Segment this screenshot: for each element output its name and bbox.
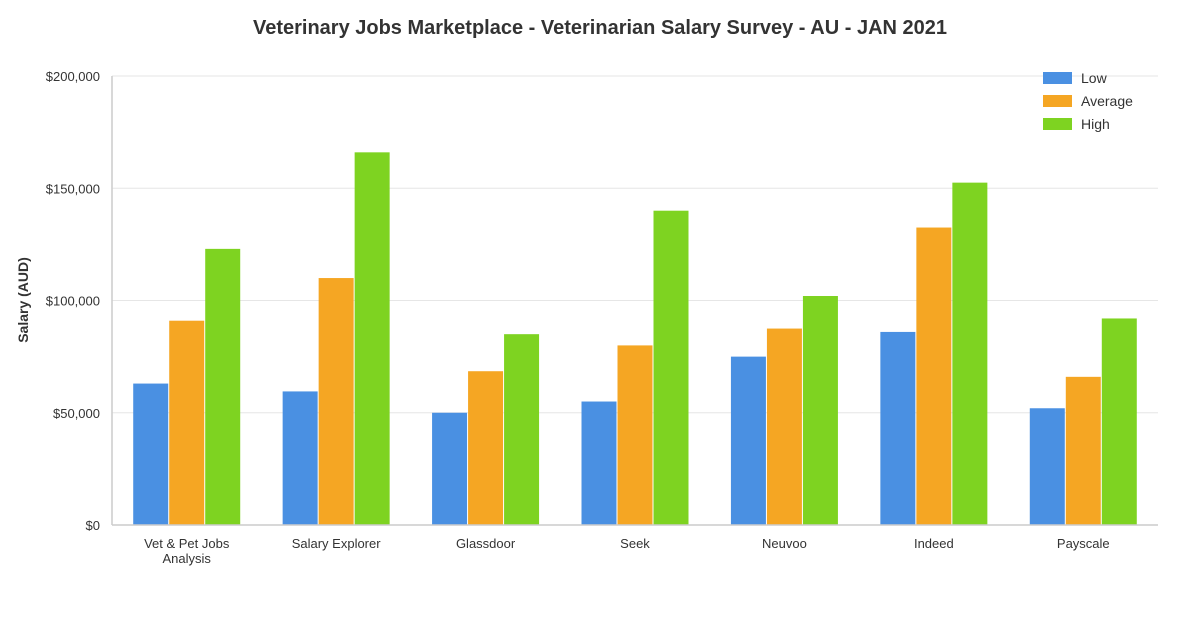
bar-average — [766, 328, 802, 525]
bar-high — [802, 296, 838, 525]
x-tick-label: Salary Explorer — [292, 536, 382, 551]
x-tick-label: Payscale — [1057, 536, 1110, 551]
chart-title: Veterinary Jobs Marketplace - Veterinari… — [253, 17, 947, 39]
bar-low — [581, 401, 617, 525]
bar-average — [169, 320, 205, 525]
legend-swatch-low — [1043, 72, 1072, 84]
bar-low — [880, 331, 916, 525]
bar-low — [282, 391, 318, 525]
bar-low — [432, 412, 468, 525]
axes — [111, 76, 1158, 526]
bar-average — [617, 345, 653, 525]
x-tick-line: Analysis — [163, 551, 212, 566]
x-tick-line: Neuvoo — [762, 536, 807, 551]
bar-high — [1101, 318, 1137, 525]
bar-high — [504, 334, 540, 525]
legend-label: Average — [1081, 93, 1133, 109]
y-tick-label: $50,000 — [53, 406, 100, 421]
legend: Low Average High — [1043, 70, 1133, 132]
x-tick-label: Neuvoo — [762, 536, 807, 551]
bar-low — [730, 356, 766, 525]
x-tick-line: Indeed — [914, 536, 954, 551]
y-axis-label: Salary (AUD) — [15, 257, 31, 343]
bar-low — [133, 383, 169, 525]
bar-average — [318, 278, 354, 525]
bars — [133, 152, 1137, 526]
y-tick-label: $150,000 — [46, 181, 100, 196]
x-tick-label: Indeed — [914, 536, 954, 551]
y-tick-label: $100,000 — [46, 294, 100, 309]
legend-swatch-high — [1043, 118, 1072, 130]
x-tick-line: Glassdoor — [456, 536, 516, 551]
x-tick-line: Seek — [620, 536, 650, 551]
x-tick-label: Glassdoor — [456, 536, 516, 551]
x-tick-label: Seek — [620, 536, 650, 551]
x-tick-line: Payscale — [1057, 536, 1110, 551]
y-tick-label: $200,000 — [46, 69, 100, 84]
x-tick-label: Vet & Pet Jobs Analysis — [144, 536, 230, 566]
x-axis-ticks: Vet & Pet Jobs Analysis Salary Explorer Gla… — [144, 536, 1110, 566]
bar-average — [1065, 376, 1101, 525]
bar-high — [354, 152, 390, 525]
bar-average — [916, 227, 952, 525]
legend-swatch-average — [1043, 95, 1072, 107]
y-tick-label: $0 — [86, 518, 100, 533]
bar-low — [1029, 408, 1065, 525]
bar-high — [653, 210, 689, 525]
x-tick-line: Vet & Pet Jobs — [144, 536, 230, 551]
bar-high — [952, 182, 988, 525]
y-axis-ticks: $0 $50,000 $100,000 $150,000 $200,000 — [46, 69, 100, 533]
bar-high — [205, 248, 241, 526]
legend-label: Low — [1081, 70, 1108, 86]
x-tick-line: Salary Explorer — [292, 536, 382, 551]
bar-average — [468, 371, 504, 525]
legend-label: High — [1081, 116, 1110, 132]
